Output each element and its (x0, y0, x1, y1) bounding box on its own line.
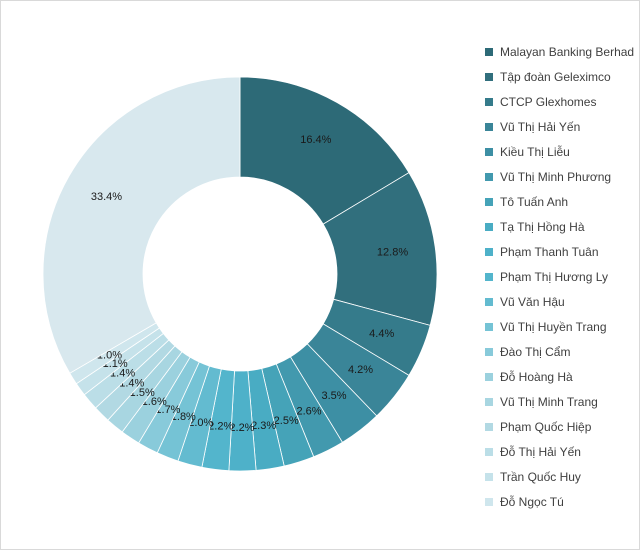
data-label: 4.4% (369, 328, 394, 340)
legend-label: Kiều Thị Liễu (500, 144, 570, 159)
legend-swatch (485, 272, 493, 281)
legend-label: Tạ Thị Hồng Hà (500, 219, 585, 234)
chart-legend: Malayan Banking Berhad Tập đoàn Geleximco… (485, 39, 634, 514)
legend-entry: Vũ Thị Hải Yến (485, 114, 634, 139)
data-label: 2.3% (251, 420, 276, 432)
legend-entry: Vũ Thị Huyền Trang (485, 314, 634, 339)
legend-swatch (485, 122, 493, 131)
legend-entry: Đào Thị Cẩm (485, 339, 634, 364)
legend-label: Đào Thị Cẩm (500, 344, 571, 359)
data-label: 2.5% (274, 415, 299, 427)
legend-label: Vũ Thị Hải Yến (500, 119, 581, 134)
legend-swatch (485, 397, 493, 406)
legend-swatch (485, 297, 493, 306)
donut-slice (42, 76, 241, 374)
legend-entry: CTCP Glexhomes (485, 89, 634, 114)
data-label: 1.5% (130, 387, 155, 399)
data-label: 4.2% (348, 364, 373, 376)
legend-label: Trần Quốc Huy (500, 469, 581, 484)
legend-label: CTCP Glexhomes (500, 94, 597, 109)
legend-entry: Đỗ Ngọc Tú (485, 489, 634, 514)
legend-swatch (485, 172, 493, 181)
legend-entry: Vũ Thị Minh Trang (485, 389, 634, 414)
legend-swatch (485, 47, 493, 56)
legend-swatch (485, 222, 493, 231)
legend-entry: Tập đoàn Geleximco (485, 64, 634, 89)
data-label: 1.4% (110, 368, 135, 380)
legend-swatch (485, 447, 493, 456)
legend-entry: Vũ Thị Minh Phương (485, 164, 634, 189)
legend-swatch (485, 372, 493, 381)
legend-label: Đỗ Thị Hải Yến (500, 444, 581, 459)
legend-label: Vũ Văn Hậu (500, 294, 565, 309)
legend-entry: Đỗ Thị Hải Yến (485, 439, 634, 464)
legend-entry: Trần Quốc Huy (485, 464, 634, 489)
legend-entry: Phạm Quốc Hiệp (485, 414, 634, 439)
legend-entry: Malayan Banking Berhad (485, 39, 634, 64)
legend-swatch (485, 97, 493, 106)
legend-entry: Tô Tuấn Anh (485, 189, 634, 214)
data-label: 12.8% (377, 247, 408, 259)
legend-swatch (485, 422, 493, 431)
legend-swatch (485, 472, 493, 481)
legend-entry: Kiều Thị Liễu (485, 139, 634, 164)
legend-entry: Phạm Thị Hương Ly (485, 264, 634, 289)
legend-swatch (485, 497, 493, 506)
data-label: 3.5% (321, 390, 346, 402)
legend-entry: Vũ Văn Hậu (485, 289, 634, 314)
legend-label: Phạm Thanh Tuân (500, 244, 599, 259)
legend-label: Vũ Thị Minh Trang (500, 394, 598, 409)
data-label: 1.6% (142, 396, 167, 408)
data-label: 1.7% (155, 404, 180, 416)
legend-swatch (485, 322, 493, 331)
legend-label: Vũ Thị Minh Phương (500, 169, 612, 184)
legend-swatch (485, 247, 493, 256)
legend-entry: Phạm Thanh Tuân (485, 239, 634, 264)
legend-entry: Tạ Thị Hồng Hà (485, 214, 634, 239)
data-label: 2.2% (208, 421, 233, 433)
data-label: 33.4% (91, 191, 122, 203)
data-label: 16.4% (300, 134, 331, 146)
donut-slice (239, 76, 410, 225)
legend-label: Đỗ Hoàng Hà (500, 369, 573, 384)
legend-swatch (485, 347, 493, 356)
legend-label: Đỗ Ngọc Tú (500, 494, 564, 509)
legend-entry: Đỗ Hoàng Hà (485, 364, 634, 389)
legend-label: Malayan Banking Berhad (500, 44, 635, 59)
data-label: 1.8% (171, 411, 196, 423)
legend-label: Vũ Thị Huyền Trang (500, 319, 607, 334)
legend-swatch (485, 197, 493, 206)
data-label: 2.6% (297, 406, 322, 418)
data-label: 2.0% (188, 417, 213, 429)
data-label: 2.2% (229, 422, 254, 434)
legend-label: Tập đoàn Geleximco (500, 69, 611, 84)
legend-swatch (485, 72, 493, 81)
legend-label: Tô Tuấn Anh (500, 194, 569, 209)
legend-swatch (485, 147, 493, 156)
legend-label: Phạm Thị Hương Ly (500, 269, 608, 284)
legend-label: Phạm Quốc Hiệp (500, 419, 592, 434)
